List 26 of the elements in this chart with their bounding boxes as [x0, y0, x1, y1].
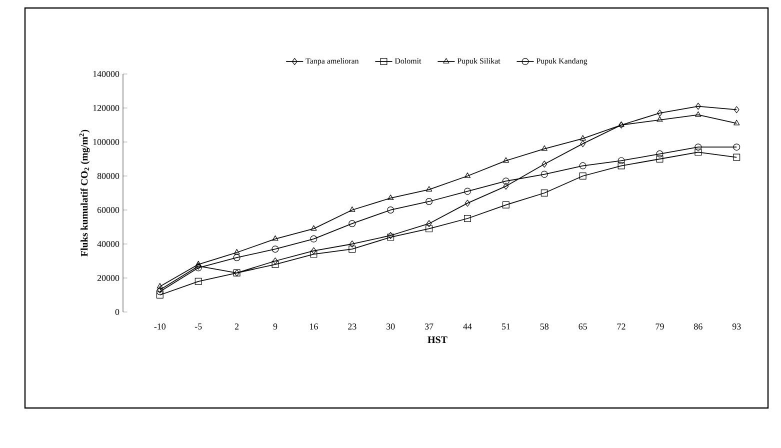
x-tick-label: 72 — [617, 324, 626, 330]
y-tick-label: 120000 — [93, 104, 120, 112]
y-tick-label: 0 — [115, 308, 120, 316]
x-tick-label: 65 — [578, 324, 587, 330]
x-tick-label: 2 — [234, 324, 239, 330]
x-tick-label: 30 — [386, 324, 395, 330]
y-tick-label: 140000 — [93, 70, 120, 78]
x-tick-label: 58 — [540, 324, 549, 330]
y-tick-label: 40000 — [97, 240, 120, 248]
x-tick-label: 16 — [310, 324, 318, 330]
y-tick-label: 60000 — [97, 206, 120, 214]
x-tick-label: 23 — [348, 324, 356, 330]
x-tick-label: 9 — [273, 324, 278, 330]
y-tick-label: 80000 — [97, 172, 120, 180]
x-axis-title: HST — [428, 336, 448, 344]
x-tick-label: -5 — [194, 324, 202, 330]
x-tick-label: 44 — [463, 324, 472, 330]
y-tick-label: 20000 — [97, 274, 120, 282]
x-tick-label: 79 — [656, 324, 664, 330]
x-tick-label: 37 — [424, 324, 434, 330]
x-tick-label: 93 — [732, 324, 741, 330]
y-axis-title: Fluks kumulatif CO$_{2}$ (mg/m$^{2}$) — [79, 130, 90, 256]
x-tick-label: -10 — [154, 324, 166, 330]
x-tick-label: 86 — [694, 324, 702, 330]
x-tick-label: 51 — [502, 324, 510, 330]
y-tick-label: 100000 — [93, 138, 120, 146]
